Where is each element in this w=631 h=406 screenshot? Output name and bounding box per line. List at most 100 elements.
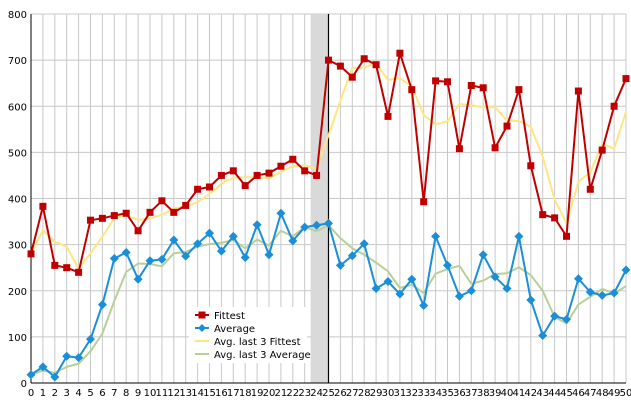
- data-point: [288, 236, 298, 246]
- data-point: [467, 81, 475, 89]
- data-point: [181, 251, 191, 261]
- data-point: [253, 171, 261, 179]
- data-point: [502, 283, 512, 293]
- data-point: [252, 220, 262, 230]
- x-tick-label: 46: [572, 388, 585, 399]
- x-tick-label: 32: [405, 388, 418, 399]
- x-tick-label: 43: [536, 388, 549, 399]
- highlight-band-group: [310, 14, 330, 383]
- data-point: [27, 250, 35, 258]
- x-tick-label: 35: [441, 388, 454, 399]
- data-point: [573, 274, 583, 284]
- x-tick-label: 42: [524, 388, 537, 399]
- data-point: [622, 75, 630, 83]
- x-tick-label: 21: [275, 388, 288, 399]
- x-tick-label: 22: [286, 388, 299, 399]
- y-tick-label: 100: [8, 333, 27, 344]
- data-point: [75, 268, 83, 276]
- data-point: [158, 197, 166, 205]
- data-point: [563, 232, 570, 240]
- y-tick-label: 500: [8, 148, 27, 159]
- data-point: [229, 167, 237, 175]
- data-point: [479, 84, 487, 92]
- data-point: [454, 291, 464, 301]
- data-point: [455, 145, 463, 153]
- x-tick-label: 4: [75, 388, 81, 399]
- data-point: [586, 185, 594, 193]
- data-point: [359, 239, 369, 249]
- data-point: [491, 144, 499, 152]
- x-tick-label: 48: [596, 388, 609, 399]
- x-tick-label: 6: [99, 388, 105, 399]
- legend-label: Fittest: [214, 311, 245, 322]
- data-point: [431, 231, 441, 241]
- x-tick-label: 10: [144, 388, 157, 399]
- data-point: [264, 250, 274, 260]
- x-tick-label: 26: [334, 388, 347, 399]
- legend: Fittest Average Avg. last 3 Fittest Avg. la…: [189, 307, 311, 363]
- data-point: [336, 62, 344, 70]
- data-point: [526, 295, 536, 305]
- x-tick-label: 40: [501, 388, 514, 399]
- x-tick-label: 1: [40, 388, 46, 399]
- data-point: [419, 301, 429, 311]
- x-tick-label: 11: [156, 388, 169, 399]
- data-point: [609, 288, 619, 298]
- data-point: [396, 49, 404, 57]
- data-point: [444, 78, 451, 86]
- data-point: [313, 171, 321, 179]
- x-tick-label: 30: [382, 388, 395, 399]
- legend-marker: [198, 311, 206, 319]
- data-point: [50, 372, 60, 382]
- x-tick-label: 44: [548, 388, 561, 399]
- data-point: [170, 208, 178, 216]
- x-tick-label: 25: [322, 388, 335, 399]
- data-point: [205, 228, 214, 238]
- x-tick-label: 50: [620, 388, 631, 399]
- legend-marker: [198, 324, 206, 332]
- x-tick-label: 38: [477, 388, 490, 399]
- data-point: [133, 274, 143, 284]
- x-tick-label: 8: [123, 388, 129, 399]
- data-point: [276, 208, 286, 218]
- series-group: [26, 49, 631, 382]
- data-point: [527, 162, 535, 170]
- x-tick-label: 27: [346, 388, 359, 399]
- x-tick-label: 24: [310, 388, 323, 399]
- y-tick-label: 300: [8, 241, 27, 252]
- data-point: [62, 351, 72, 361]
- x-tick-label: 28: [358, 388, 371, 399]
- data-point: [216, 246, 226, 256]
- data-point: [241, 182, 249, 190]
- x-tick-label: 41: [513, 388, 526, 399]
- y-tick-labels: 0 100 200 300 400 500 600 700 800: [8, 10, 27, 390]
- data-point: [538, 330, 548, 340]
- data-point: [228, 231, 238, 241]
- data-point: [98, 214, 106, 222]
- x-tick-label: 14: [191, 388, 204, 399]
- x-tick-label: 7: [111, 388, 117, 399]
- x-tick-label: 34: [429, 388, 442, 399]
- axes: [30, 14, 626, 384]
- data-point: [182, 201, 190, 209]
- x-tick-label: 15: [203, 388, 216, 399]
- data-point: [432, 77, 440, 85]
- data-point: [38, 362, 48, 372]
- data-point: [86, 334, 95, 344]
- data-point: [217, 171, 225, 179]
- data-point: [145, 256, 155, 266]
- series-line-avg-last-3-fittest: [30, 62, 627, 270]
- data-point: [383, 277, 393, 287]
- y-tick-label: 400: [8, 195, 27, 206]
- x-tick-label: 33: [417, 388, 430, 399]
- data-point: [407, 274, 417, 284]
- x-tick-label: 17: [227, 388, 240, 399]
- highlight-band: [310, 14, 329, 383]
- data-point: [289, 155, 297, 163]
- data-point: [277, 162, 285, 170]
- data-point: [312, 220, 322, 230]
- data-point: [206, 183, 213, 191]
- data-point: [384, 112, 392, 120]
- x-tick-label: 19: [251, 388, 264, 399]
- data-point: [157, 254, 167, 264]
